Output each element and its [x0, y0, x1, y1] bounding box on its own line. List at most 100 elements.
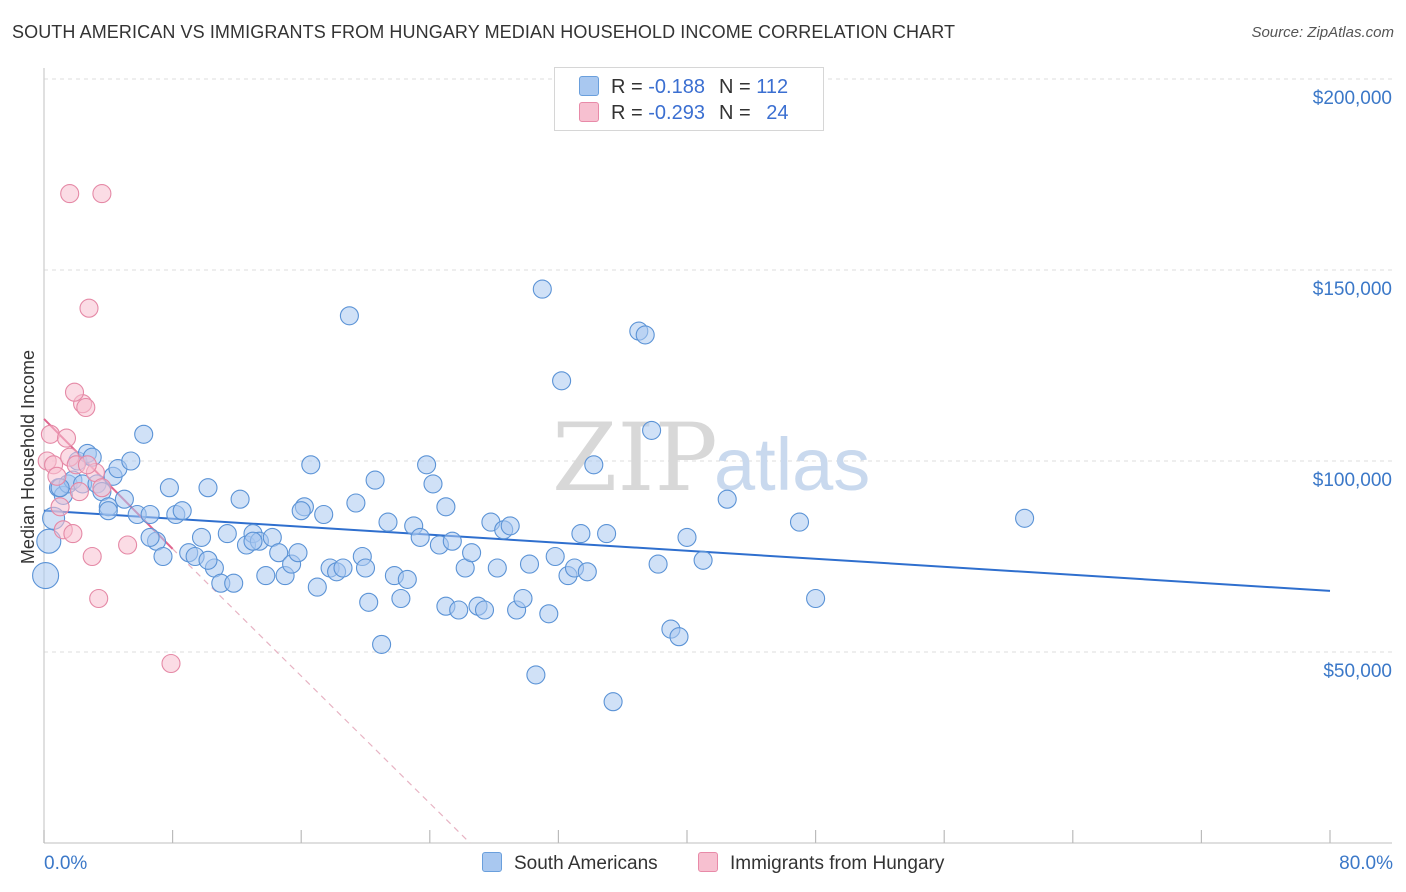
point-hungary — [79, 298, 99, 318]
y-tick-label: $150,000 — [1313, 279, 1392, 300]
point-hungary — [92, 184, 112, 204]
point-south-american — [355, 558, 376, 578]
legend-label: Immigrants from Hungary — [730, 853, 945, 874]
y-tick-label: $50,000 — [1323, 661, 1392, 682]
point-south-american — [359, 592, 379, 612]
point-south-american — [597, 524, 617, 544]
point-south-american — [372, 634, 392, 654]
point-hungary — [77, 455, 97, 475]
point-south-american — [98, 501, 118, 521]
point-south-american — [114, 489, 134, 509]
point-south-american — [121, 451, 141, 471]
point-south-american — [36, 528, 62, 554]
point-south-american — [449, 600, 469, 620]
legend-item-south-americans[interactable]: South Americans — [482, 852, 658, 875]
legend-label: South Americans — [514, 853, 658, 874]
point-south-american — [584, 455, 604, 475]
point-south-american — [436, 497, 456, 517]
point-south-american — [32, 562, 60, 590]
point-south-american — [198, 478, 218, 498]
legend-item-hungary[interactable]: Immigrants from Hungary — [698, 852, 944, 875]
point-south-american — [307, 577, 327, 597]
point-south-american — [172, 501, 192, 521]
point-hungary — [56, 428, 77, 448]
point-south-american — [256, 566, 276, 586]
point-south-american — [526, 665, 546, 685]
point-south-american — [333, 558, 353, 578]
point-south-american — [571, 524, 591, 544]
point-south-american — [1015, 508, 1035, 528]
point-south-american — [635, 325, 655, 345]
point-south-american — [462, 543, 482, 563]
point-south-american — [410, 527, 430, 547]
source-label: Source: ZipAtlas.com — [1251, 24, 1394, 41]
legend-swatch-blue — [579, 76, 599, 96]
point-south-american — [191, 527, 212, 547]
point-south-american — [159, 478, 179, 498]
point-south-american — [717, 489, 737, 509]
watermark-zip: ZIP — [552, 404, 718, 513]
point-south-american — [669, 627, 689, 647]
legend-swatch-blue — [482, 852, 502, 872]
point-south-american — [288, 543, 308, 563]
data-points — [32, 184, 1035, 712]
point-south-american — [153, 546, 173, 567]
legend-row-south-americans: R = -0.188 N = 112 — [579, 76, 788, 100]
point-south-american — [339, 306, 359, 326]
point-hungary — [40, 424, 60, 444]
legend-r-label: R = — [611, 102, 643, 124]
point-south-american — [230, 489, 250, 509]
trend-line-south-americans — [43, 509, 1331, 592]
watermark: ZIP atlas — [552, 404, 870, 513]
point-hungary — [89, 588, 109, 609]
point-south-american — [397, 569, 417, 589]
legend-r-label: R = — [611, 76, 643, 98]
legend-row-hungary: R = -0.293 N = 24 — [579, 102, 788, 126]
point-south-american — [198, 550, 218, 570]
point-south-american — [423, 474, 443, 494]
point-south-american — [417, 455, 437, 475]
point-hungary — [118, 535, 138, 555]
point-hungary — [82, 546, 102, 567]
point-hungary — [47, 466, 67, 486]
point-south-american — [217, 524, 237, 544]
x-tick-label: 0.0% — [44, 853, 87, 874]
point-south-american — [545, 546, 565, 567]
point-south-american — [474, 600, 495, 620]
legend-n-label: N = — [718, 76, 751, 98]
legend-n-label: N = — [718, 102, 751, 124]
legend-n-value: 24 — [766, 102, 789, 124]
point-hungary — [76, 397, 96, 418]
point-south-american — [291, 501, 311, 521]
point-south-american — [500, 516, 520, 536]
point-south-american — [314, 504, 334, 525]
point-south-american — [134, 424, 154, 444]
point-south-american — [513, 588, 533, 609]
point-hungary — [92, 478, 112, 498]
series-legend: South Americans Immigrants from Hungary — [0, 852, 1406, 878]
point-south-american — [789, 512, 810, 532]
point-south-american — [539, 604, 559, 624]
x-tick-label: 80.0% — [1339, 853, 1393, 874]
legend-n-value: 112 — [756, 76, 789, 98]
watermark-atlas: atlas — [714, 423, 870, 506]
point-hungary — [69, 482, 89, 502]
point-south-american — [442, 531, 462, 551]
point-south-american — [519, 554, 540, 574]
point-hungary — [161, 653, 181, 674]
point-south-american — [243, 531, 263, 551]
point-south-american — [365, 470, 385, 490]
point-south-american — [140, 527, 160, 547]
point-hungary — [60, 184, 80, 204]
chart-title: SOUTH AMERICAN VS IMMIGRANTS FROM HUNGAR… — [12, 22, 956, 42]
gridlines — [44, 78, 1392, 653]
trend-line-extension — [172, 548, 471, 844]
point-south-american — [677, 527, 697, 547]
point-south-american — [140, 504, 160, 525]
point-south-american — [269, 543, 289, 563]
legend-r-value: -0.293 — [648, 102, 705, 124]
legend-swatch-pink — [579, 102, 599, 122]
point-south-american — [391, 588, 411, 609]
legend-r-value: -0.188 — [648, 76, 705, 98]
